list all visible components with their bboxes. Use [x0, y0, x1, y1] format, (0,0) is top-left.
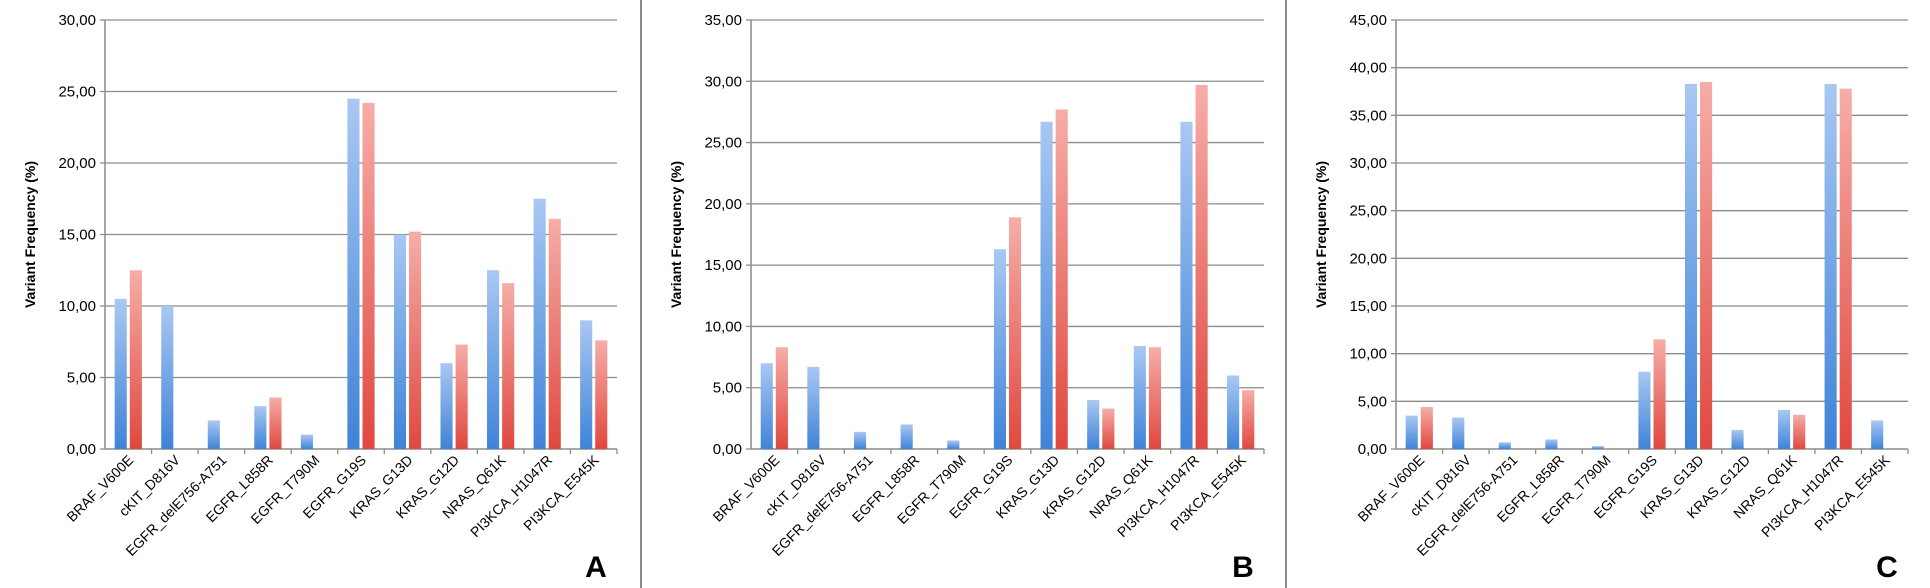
y-tick-label: 10,00: [1349, 346, 1387, 363]
y-tick-label: 40,00: [1349, 60, 1387, 77]
y-axis-title: Variant Frequency (%): [668, 161, 684, 308]
bar-kras-g13d-series-1: [1040, 121, 1053, 449]
bar-nras-q61k-series-2: [502, 283, 515, 449]
y-tick-label: 0,00: [67, 441, 96, 458]
bar-braf-v600e-series-1: [114, 298, 127, 449]
y-tick-label: 0,00: [713, 441, 742, 458]
panel-letter: A: [585, 551, 607, 584]
x-category-label: PI3KCA_H1047R: [1758, 452, 1846, 540]
bar-nras-q61k-series-2: [1148, 347, 1162, 449]
bar-egfr-l858r-series-1: [254, 406, 267, 449]
bar-nras-q61k-series-1: [487, 270, 500, 449]
bar-pi3kca-e545k-series-2: [595, 340, 608, 449]
bar-egfr-l858r-series-2: [269, 397, 282, 449]
y-tick-label: 20,00: [1349, 250, 1387, 267]
y-tick-label: 45,00: [1349, 12, 1387, 29]
y-tick-label: 0,00: [1358, 441, 1387, 458]
panel-letter: C: [1876, 551, 1898, 584]
bar-kras-g12d-series-2: [1102, 408, 1115, 449]
y-tick-label: 30,00: [1349, 155, 1387, 172]
chart-c: 0,00 5,00 10,00 15,00 20,00 25,00 30,00 35,00 40…: [1313, 12, 1909, 584]
bar-egfr-dele756-a751-series-1: [1498, 442, 1511, 449]
y-tick-label: 5,00: [1358, 393, 1387, 410]
bar-egfr-g19s-series-2: [362, 102, 375, 449]
bar-pi3kca-e545k-series-2: [1242, 390, 1255, 449]
bar-kras-g13d-series-2: [409, 231, 422, 449]
y-tick-label: 25,00: [58, 84, 96, 101]
y-tick-label: 10,00: [58, 298, 96, 315]
y-tick-label: 30,00: [58, 12, 96, 29]
bar-kras-g12d-series-2: [455, 344, 468, 449]
chart-b: 0,005,0010,0015,0020,0025,0030,0035,00BR…: [668, 12, 1265, 584]
bar-egfr-dele756-a751-series-1: [207, 420, 220, 449]
bar-kras-g12d-series-1: [1731, 429, 1744, 449]
y-tick-label: 15,00: [1349, 298, 1387, 315]
y-tick-label: 15,00: [58, 227, 96, 244]
bar-egfr-l858r-series-1: [1545, 439, 1558, 449]
y-tick-label: 25,00: [704, 135, 742, 152]
bar-egfr-g19s-series-1: [993, 249, 1006, 449]
y-axis-title: Variant Frequency (%): [22, 161, 38, 308]
bar-ckit-d816v-series-1: [161, 306, 174, 449]
y-tick-label: 5,00: [713, 380, 742, 397]
y-axis-title: Variant Frequency (%): [1313, 161, 1329, 308]
bar-egfr-t790m-series-1: [300, 434, 313, 449]
bar-kras-g12d-series-1: [440, 363, 453, 449]
bar-braf-v600e-series-2: [775, 347, 788, 449]
bar-egfr-dele756-a751-series-1: [853, 431, 867, 449]
bar-ckit-d816v-series-1: [807, 366, 820, 449]
y-tick-label: 30,00: [704, 73, 742, 90]
bar-egfr-g19s-series-1: [347, 98, 360, 450]
x-category-label: PI3KCA_H1047R: [467, 452, 555, 540]
bar-pi3kca-e545k-series-1: [1227, 375, 1240, 449]
bar-pi3kca-h1047r-series-2: [1839, 88, 1852, 449]
bar-pi3kca-h1047r-series-1: [1824, 83, 1837, 449]
bar-pi3kca-e545k-series-1: [1871, 420, 1884, 449]
y-tick-label: 35,00: [1349, 107, 1387, 124]
bar-braf-v600e-series-1: [1405, 415, 1418, 449]
bar-nras-q61k-series-1: [1133, 346, 1146, 449]
bar-pi3kca-h1047r-series-1: [1180, 121, 1193, 449]
bar-kras-g13d-series-1: [1684, 83, 1698, 449]
bar-kras-g13d-series-2: [1700, 81, 1713, 449]
bar-egfr-l858r-series-1: [900, 424, 913, 449]
bar-nras-q61k-series-2: [1793, 414, 1806, 449]
y-tick-label: 5,00: [67, 370, 96, 387]
bar-pi3kca-h1047r-series-2: [1195, 84, 1208, 449]
bar-pi3kca-h1047r-series-1: [533, 198, 546, 449]
bar-braf-v600e-series-2: [1420, 407, 1433, 449]
bar-egfr-g19s-series-1: [1638, 371, 1651, 449]
bar-kras-g13d-series-1: [393, 234, 407, 449]
bar-ckit-d816v-series-1: [1452, 417, 1465, 449]
x-category-label: PI3KCA_H1047R: [1114, 452, 1202, 540]
bar-nras-q61k-series-1: [1778, 409, 1791, 449]
bar-braf-v600e-series-2: [129, 270, 142, 449]
y-tick-label: 20,00: [704, 196, 742, 213]
y-tick-label: 10,00: [704, 318, 742, 335]
bar-kras-g13d-series-2: [1055, 109, 1068, 449]
chart-panels: 0,005,0010,0015,0020,0025,0030,00BRAF_V6…: [22, 12, 1909, 584]
y-tick-label: 25,00: [1349, 203, 1387, 220]
bar-pi3kca-e545k-series-1: [580, 320, 593, 449]
bar-egfr-g19s-series-2: [1653, 339, 1666, 449]
bar-egfr-t790m-series-1: [947, 440, 960, 449]
y-tick-label: 15,00: [704, 257, 742, 274]
bar-egfr-t790m-series-1: [1591, 446, 1604, 449]
y-tick-label: 35,00: [704, 12, 742, 29]
bar-braf-v600e-series-1: [760, 363, 773, 449]
bar-egfr-g19s-series-2: [1009, 217, 1022, 449]
y-tick-label: 20,00: [58, 155, 96, 172]
chart-a: 0,005,0010,0015,0020,0025,0030,00BRAF_V6…: [22, 12, 618, 584]
panel-letter: B: [1232, 551, 1254, 584]
bar-pi3kca-h1047r-series-2: [548, 218, 561, 449]
bar-kras-g12d-series-1: [1087, 399, 1100, 449]
